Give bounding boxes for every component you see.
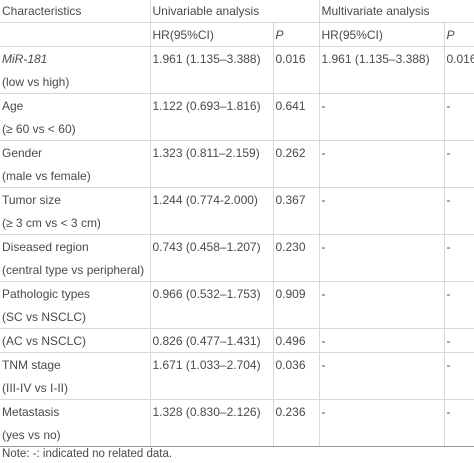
table-row-sub: (SC vs NSCLC) — [0, 305, 474, 329]
row-subtitle: (III-IV vs I-II) — [0, 376, 150, 400]
col-uni-p: P — [272, 22, 319, 47]
multi-hr-cell: - — [318, 328, 444, 353]
table-row-sub: (III-IV vs I-II) — [0, 376, 474, 400]
row-subtitle: (low vs high) — [0, 70, 150, 94]
table-row-sub: (low vs high) — [0, 70, 474, 94]
table-row: (AC vs NSCLC) 0.826 (0.477–1.431) 0.496 … — [0, 328, 474, 353]
multi-p-cell: - — [443, 187, 474, 211]
row-name: Age — [2, 98, 24, 113]
multi-p-cell: - — [443, 234, 474, 258]
multi-hr-cell: - — [318, 399, 444, 423]
row-subtitle: (SC vs NSCLC) — [0, 305, 150, 329]
row-subtitle: (≥ 60 vs < 60) — [0, 117, 150, 141]
multi-hr-cell: - — [318, 234, 444, 258]
uni-hr-cell: 1.323 (0.811–2.159) — [149, 140, 273, 164]
uni-hr-cell: 0.826 (0.477–1.431) — [149, 328, 273, 353]
multi-p-cell: - — [443, 140, 474, 164]
multi-hr-cell: - — [318, 187, 444, 211]
multi-p-cell: - — [443, 352, 474, 376]
table-row: Age 1.122 (0.693–1.816) 0.641 - - — [0, 93, 474, 117]
row-name: MiR-181 — [2, 51, 48, 66]
uni-p-cell: 0.909 — [272, 281, 319, 305]
multi-hr-cell: 1.961 (1.135–3.388) — [318, 46, 444, 70]
uni-hr-cell: 1.961 (1.135–3.388) — [149, 46, 273, 70]
uni-p-cell: 0.641 — [272, 93, 319, 117]
uni-p-cell: 0.262 — [272, 140, 319, 164]
table-row: Gender 1.323 (0.811–2.159) 0.262 - - — [0, 140, 474, 164]
multi-p-cell: - — [443, 93, 474, 117]
uni-hr-cell: 1.328 (0.830–2.126) — [149, 399, 273, 423]
row-name: Tumor size — [2, 192, 61, 207]
col-multivariate: Multivariate analysis — [318, 0, 474, 23]
uni-p-cell: 0.016 — [272, 46, 319, 70]
row-subtitle: (male vs female) — [0, 164, 150, 188]
row-subtitle: (central type vs peripheral) — [0, 258, 150, 282]
uni-hr-cell: 1.671 (1.033–2.704) — [149, 352, 273, 376]
col-univariable: Univariable analysis — [149, 0, 319, 23]
multi-hr-cell: - — [318, 281, 444, 305]
uni-p-cell: 0.036 — [272, 352, 319, 376]
table-row: Metastasis 1.328 (0.830–2.126) 0.236 - - — [0, 399, 474, 423]
multi-p-cell: 0.016 — [443, 46, 474, 70]
header-blank — [0, 22, 150, 47]
uni-hr-cell: 0.743 (0.458–1.207) — [149, 234, 273, 258]
table-row-sub: (male vs female) — [0, 164, 474, 188]
uni-hr-cell: 0.966 (0.532–1.753) — [149, 281, 273, 305]
table-body: MiR-181 1.961 (1.135–3.388) 0.016 1.961 … — [0, 46, 474, 447]
table-row: Pathologic types 0.966 (0.532–1.753) 0.9… — [0, 281, 474, 305]
multi-p-cell: - — [443, 281, 474, 305]
col-characteristics: Characteristics — [0, 0, 150, 23]
col-multi-hr: HR(95%CI) — [318, 22, 444, 47]
table-note: Note: -: indicated no related data. — [2, 448, 173, 460]
col-multi-p: P — [443, 22, 474, 47]
row-name: Diseased region — [2, 239, 89, 254]
row-subtitle: (≥ 3 cm vs < 3 cm) — [0, 211, 150, 235]
multi-hr-cell: - — [318, 140, 444, 164]
uni-hr-cell: 1.244 (0.774-2.000) — [149, 187, 273, 211]
table-row: Diseased region 0.743 (0.458–1.207) 0.23… — [0, 234, 474, 258]
multi-p-cell: - — [443, 399, 474, 423]
table-row: TNM stage 1.671 (1.033–2.704) 0.036 - - — [0, 352, 474, 376]
regression-table: Characteristics Univariable analysis Mul… — [0, 0, 474, 447]
row-name: Pathologic types — [2, 286, 91, 301]
col-uni-hr: HR(95%CI) — [149, 22, 273, 47]
multi-hr-cell: - — [318, 352, 444, 376]
row-name: TNM stage — [2, 357, 61, 372]
table-row-sub: (central type vs peripheral) — [0, 258, 474, 282]
table-row-sub: (yes vs no) — [0, 423, 474, 447]
uni-hr-cell: 1.122 (0.693–1.816) — [149, 93, 273, 117]
table-row-sub: (≥ 3 cm vs < 3 cm) — [0, 211, 474, 235]
row-name: Metastasis — [2, 404, 60, 419]
table-row-sub: (≥ 60 vs < 60) — [0, 117, 474, 141]
table-row: MiR-181 1.961 (1.135–3.388) 0.016 1.961 … — [0, 46, 474, 70]
row-subtitle: (yes vs no) — [0, 423, 150, 447]
multi-p-cell: - — [443, 328, 474, 353]
uni-p-cell: 0.230 — [272, 234, 319, 258]
row-subtitle: (AC vs NSCLC) — [0, 328, 150, 353]
row-name: Gender — [2, 145, 43, 160]
uni-p-cell: 0.236 — [272, 399, 319, 423]
table-row: Tumor size 1.244 (0.774-2.000) 0.367 - - — [0, 187, 474, 211]
multi-hr-cell: - — [318, 93, 444, 117]
table-header: Characteristics Univariable analysis Mul… — [0, 0, 474, 47]
uni-p-cell: 0.496 — [272, 328, 319, 353]
uni-p-cell: 0.367 — [272, 187, 319, 211]
